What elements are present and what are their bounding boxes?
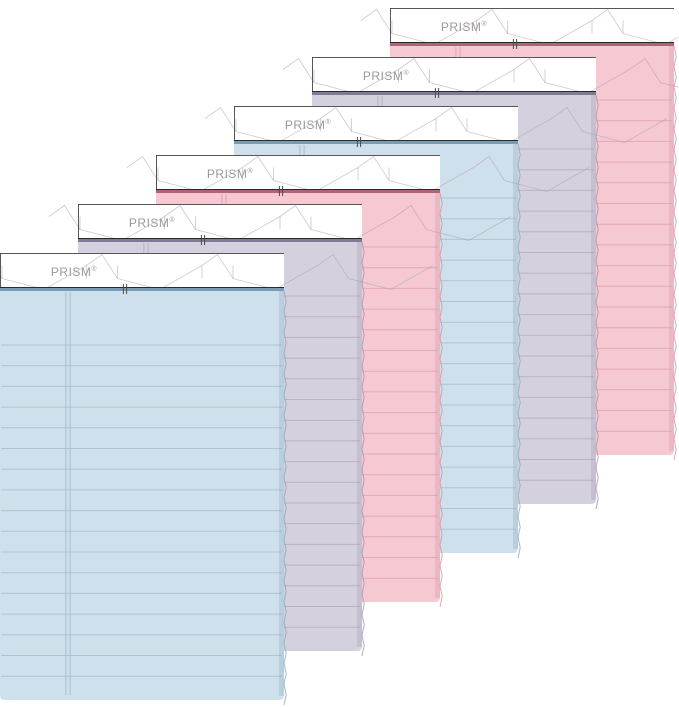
svg-text:PRISM®: PRISM® (363, 69, 410, 83)
svg-text:PRISM®: PRISM® (129, 216, 176, 230)
svg-text:PRISM®: PRISM® (207, 167, 254, 181)
svg-text:PRISM®: PRISM® (441, 20, 488, 34)
svg-text:PRISM®: PRISM® (285, 118, 332, 132)
svg-text:PRISM®: PRISM® (51, 265, 98, 279)
